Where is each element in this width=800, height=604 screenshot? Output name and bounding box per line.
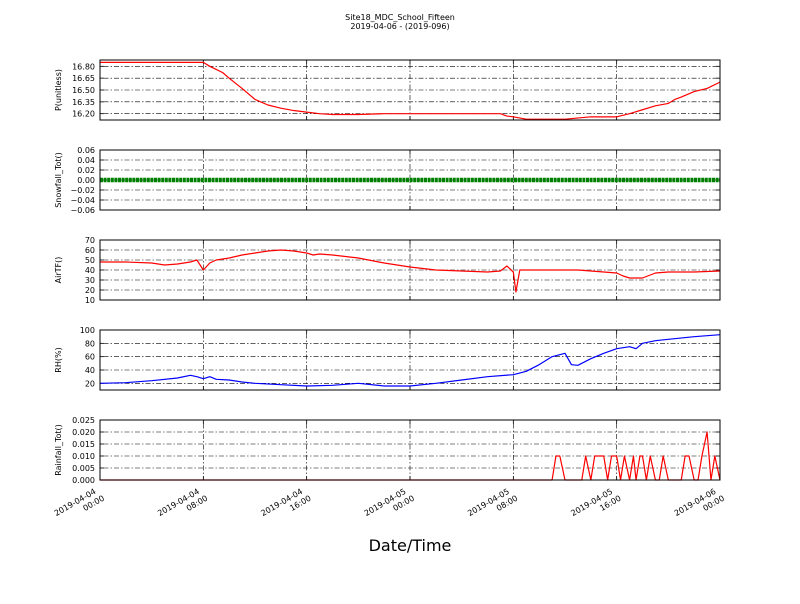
series-line	[100, 61, 721, 120]
series-line	[100, 249, 721, 293]
y-tick-label: 20	[85, 286, 95, 295]
chart-title: Site18_MDC_School_Fifteen	[345, 13, 455, 22]
subplot-5: 0.025 0.020 0.015 0.010 0.005 0.000 Rainfall_T…	[54, 416, 721, 485]
x-tick-label: 2019-04-0508:00	[466, 485, 519, 527]
y-tick-label: −0.06	[70, 206, 95, 215]
x-tick-labels: 2019-04-0400:00 2019-04-0408:00 2019-04-04…	[53, 485, 726, 527]
y-tick-label: 10	[85, 296, 95, 305]
subplot-frame	[99, 239, 721, 301]
x-tick-label: 2019-04-0516:00	[569, 485, 622, 527]
y-axis-label: Rainfall_Tot()	[54, 424, 63, 476]
y-tick-label: 0.02	[77, 166, 95, 175]
y-tick-label: 0.04	[77, 156, 95, 165]
y-tick-label: −0.04	[70, 196, 95, 205]
series-line	[100, 431, 721, 481]
y-tick-label: 70	[85, 236, 95, 245]
y-tick-label: 100	[80, 326, 95, 335]
y-tick-label: 16.80	[72, 62, 95, 71]
subplot-2: 0.060.040.020.00−0.02−0.04−0.06 Snowfall_…	[54, 146, 721, 215]
y-tick-label: 20	[85, 379, 95, 388]
x-tick-label: 2019-04-0416:00	[259, 485, 312, 527]
y-tick-label: 16.50	[72, 86, 95, 95]
y-axis-label: Snowfall_Tot()	[54, 152, 63, 208]
x-tick-label: 2019-04-0400:00	[53, 485, 106, 527]
y-tick-label: 16.65	[72, 74, 95, 83]
y-tick-label: 0.010	[72, 452, 95, 461]
y-axis-label: RH(%)	[54, 347, 63, 372]
series-line	[99, 334, 721, 387]
y-tick-label: 60	[85, 353, 95, 362]
y-axis-label: P(unitless)	[54, 69, 63, 111]
y-tick-label: 40	[85, 266, 95, 275]
y-tick-label: 16.20	[72, 110, 95, 119]
y-tick-label: 0.000	[72, 476, 95, 485]
y-tick-label: −0.02	[70, 186, 95, 195]
y-tick-label: 0.015	[72, 440, 95, 449]
subplot-frame	[99, 329, 721, 391]
subplot-panels: 16.80 16.65 16.50 16.35 16.20 P(unitless) 0.06…	[54, 59, 721, 485]
subplot-frame	[99, 59, 721, 121]
subplot-frame	[99, 419, 721, 481]
y-tick-label: 0.020	[72, 428, 95, 437]
y-tick-label: 0.005	[72, 464, 95, 473]
y-tick-label: 60	[85, 246, 95, 255]
y-tick-label: 40	[85, 366, 95, 375]
x-tick-label: 2019-04-0408:00	[156, 485, 209, 527]
y-tick-label: 16.35	[72, 98, 95, 107]
subplot-4: 100 80 60 40 20 RH(%)	[54, 326, 721, 391]
y-tick-label: 0.025	[72, 416, 95, 425]
y-tick-label: 0.00	[77, 176, 95, 185]
y-tick-label: 0.06	[77, 146, 95, 155]
subplot-frame	[99, 149, 721, 211]
y-tick-label: 30	[85, 276, 95, 285]
y-tick-label: 50	[85, 256, 95, 265]
y-axis-label: AirTF()	[54, 257, 63, 284]
chart-subtitle: 2019-04-06 - (2019-096)	[350, 22, 449, 31]
x-tick-label: 2019-04-0500:00	[363, 485, 416, 527]
y-tick-label: 80	[85, 339, 95, 348]
subplot-1: 16.80 16.65 16.50 16.35 16.20 P(unitless)	[54, 59, 721, 121]
x-axis-label: Date/Time	[369, 536, 452, 555]
x-tick-label: 2019-04-0600:00	[673, 485, 726, 527]
